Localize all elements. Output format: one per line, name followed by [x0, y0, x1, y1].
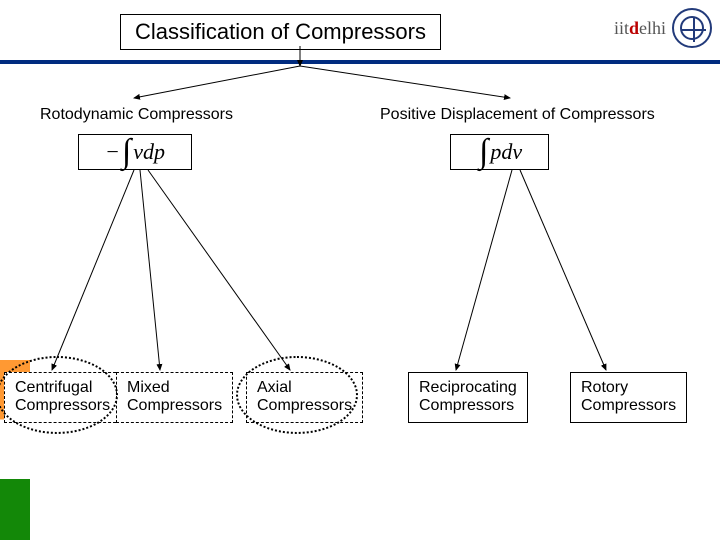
highlight-ellipse-2 — [236, 356, 358, 434]
page-title: Classification of Compressors — [120, 14, 441, 50]
logo-prefix: iit — [614, 18, 629, 38]
logo-text: iitdelhi — [614, 18, 666, 39]
formula-prefix: − — [105, 139, 120, 165]
pos-formula: ∫ pdv — [450, 134, 549, 170]
roto-formula: − ∫ vdp — [78, 134, 192, 170]
recip-box: Reciprocating Compressors — [408, 372, 528, 423]
pos-label: Positive Displacement of Compressors — [370, 100, 665, 130]
integral-icon: ∫ — [122, 142, 131, 162]
logo-suffix: elhi — [639, 18, 666, 38]
header-rule — [0, 60, 720, 64]
highlight-ellipse-1 — [0, 356, 118, 434]
logo-bold: d — [629, 18, 639, 38]
mixed-box: Mixed Compressors — [116, 372, 233, 423]
integral-icon: ∫ — [479, 142, 488, 162]
emblem-icon — [672, 8, 712, 48]
rotary-box: Rotory Compressors — [570, 372, 687, 423]
iitd-logo: iitdelhi — [614, 8, 712, 48]
roto-label: Rotodynamic Compressors — [30, 100, 243, 130]
formula-body: pdv — [490, 139, 522, 165]
connector-arrows — [0, 0, 720, 540]
formula-body: vdp — [133, 139, 165, 165]
